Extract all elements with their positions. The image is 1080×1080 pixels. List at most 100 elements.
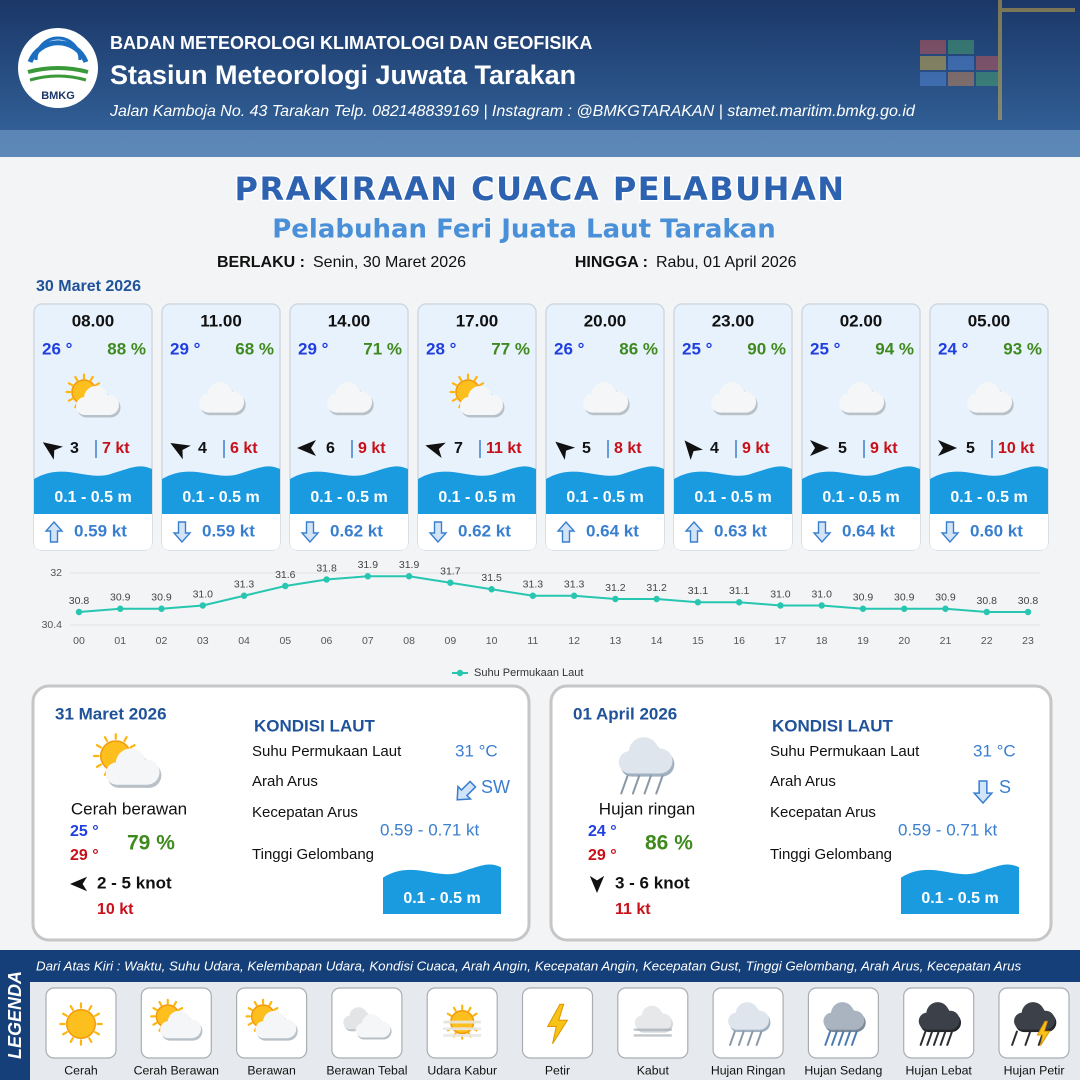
value-label: 31.8 [316, 562, 337, 574]
card-gust: 6 kt [230, 440, 258, 457]
sun-ray [452, 1006, 457, 1012]
value-label: 31.9 [358, 559, 379, 571]
current-speed-label: Kecepatan Arus [770, 804, 876, 821]
value-label: 31.5 [481, 572, 502, 584]
card-current: 0.63 kt [714, 521, 767, 540]
card-wind: 7 [454, 440, 463, 457]
sst-value: 31 °C [973, 741, 1016, 760]
panel-wave: 0.1 - 0.5 m [403, 890, 480, 907]
sun-ray [123, 736, 128, 743]
rain [1011, 1030, 1018, 1046]
point [570, 592, 578, 599]
sun-ray [247, 1021, 253, 1026]
sun-ray [62, 1012, 68, 1017]
cloud-part [592, 401, 618, 413]
sun-ray [458, 375, 463, 382]
card-humidity: 86 % [619, 339, 658, 358]
panel-condition: Hujan ringan [599, 799, 695, 818]
x-tick-label: 07 [362, 635, 374, 647]
point [488, 586, 495, 593]
card-wind: 3 [70, 440, 79, 457]
value-label: 31.3 [234, 579, 255, 591]
sea-title: KONDISI LAUT [254, 716, 376, 735]
panel-date: 31 Maret 2026 [55, 704, 167, 723]
point [405, 573, 413, 580]
point [529, 592, 537, 599]
rain [631, 775, 641, 795]
legend: LEGENDA Dari Atas Kiri : Waktu, Suhu Udar… [0, 950, 1080, 1080]
container [948, 56, 974, 70]
wind-arrow [42, 442, 63, 460]
current-arrow [812, 521, 832, 544]
valid-from-label: BERLAKU : [217, 254, 305, 271]
legend-item: Berawan Tebal [326, 1063, 407, 1077]
rain [946, 1030, 953, 1046]
cloud-part [848, 401, 874, 413]
bolt [1036, 1020, 1051, 1046]
legend-item: Cerah Berawan [134, 1063, 220, 1077]
cloud [582, 382, 630, 416]
sun-ray [478, 382, 485, 387]
card-wave: 0.1 - 0.5 m [566, 489, 643, 506]
forecast-card: 08.00 26 ° 88 % 3 7 kt 0.1 - 0.5 m 0.59 kt [33, 303, 153, 551]
legend-marker [456, 669, 464, 677]
card-wind: 4 [198, 440, 207, 457]
x-tick-label: 03 [197, 635, 209, 647]
container [920, 72, 946, 86]
legend-item: Hujan Sedang [804, 1063, 882, 1077]
value-label: 31.0 [193, 588, 214, 600]
rain [643, 775, 652, 795]
panel-wave: 0.1 - 0.5 m [921, 890, 998, 907]
wind-arrow [297, 440, 316, 456]
current-arrow [428, 521, 448, 544]
header-background [0, 0, 1080, 157]
rain [844, 1030, 852, 1046]
x-tick-label: 10 [486, 635, 498, 647]
cloud [460, 386, 505, 418]
sun-ray [67, 382, 74, 387]
line [78, 575, 1028, 613]
rain [755, 1030, 763, 1046]
card-wind: 6 [326, 440, 335, 457]
wind-arrow [684, 440, 703, 461]
x-tick-label: 12 [568, 635, 580, 647]
legend-side [0, 950, 30, 1080]
x-tick-label: 19 [857, 635, 869, 647]
rain [1024, 1030, 1032, 1046]
value-label: 30.9 [935, 592, 956, 604]
value-label: 31.0 [811, 588, 832, 600]
sun-ray [446, 1012, 452, 1017]
cloud-part [117, 771, 147, 785]
container [976, 56, 1002, 70]
card-time: 17.00 [456, 311, 499, 330]
value-label: 30.9 [894, 592, 915, 604]
sun-ray [88, 1005, 93, 1011]
cloud [198, 382, 246, 416]
legend-item: Hujan Lebat [906, 1063, 973, 1077]
wind-arrow [810, 440, 829, 456]
card-footer [290, 514, 408, 550]
panel-wind: 3 - 6 knot [615, 873, 690, 892]
x-tick-label: 18 [816, 635, 828, 647]
card-time: 20.00 [584, 311, 627, 330]
sun-disc [66, 1009, 96, 1039]
valid-to: Rabu, 01 April 2026 [656, 254, 797, 271]
forecast-card: 02.00 25 ° 94 % 5 9 kt 0.1 - 0.5 m 0.64 kt [801, 303, 921, 551]
y-tick-label: 30.4 [42, 619, 63, 631]
cloud [728, 1002, 771, 1033]
legend-item: Hujan Petir [1004, 1063, 1065, 1077]
point [942, 605, 949, 612]
rain [926, 1030, 934, 1046]
wind-arrow [938, 440, 957, 456]
rain [932, 1030, 940, 1046]
point [240, 592, 248, 599]
card-time: 05.00 [968, 311, 1011, 330]
cloud [355, 1014, 392, 1040]
sun-ray [103, 736, 109, 743]
value-label: 30.8 [1018, 595, 1039, 607]
wave-label: Tinggi Gelombang [770, 846, 892, 863]
sun-ray [152, 1021, 158, 1026]
card-gust: 9 kt [358, 440, 386, 457]
cloud-part [264, 1027, 287, 1039]
cloud-part [832, 1019, 855, 1030]
